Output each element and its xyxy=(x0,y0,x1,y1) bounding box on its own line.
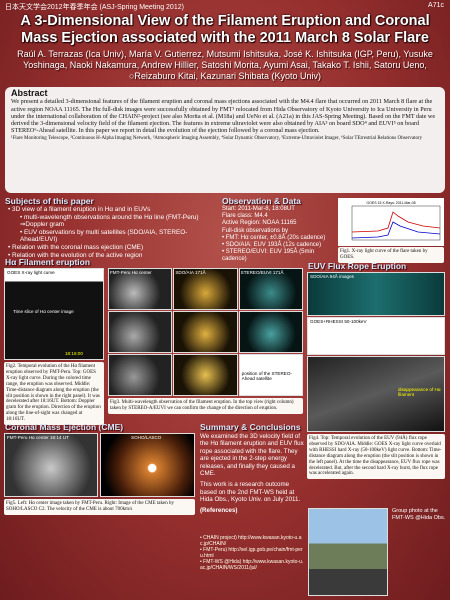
fig3-grid: FMT-Peru Hα center SDO/AIA 171Å STEREO/E… xyxy=(108,268,303,396)
panel-label: GOES+RHESSI 50-100keV xyxy=(310,319,367,324)
fig5-caption: Fig5. Left: Hα center image taken by FMT… xyxy=(4,499,195,515)
image-panel: position of the STEREO-Ahead satellite xyxy=(238,354,303,396)
image-panel: FMT-Peru Hα center xyxy=(108,268,173,310)
euv-lightcurve: GOES+RHESSI 50-100keV xyxy=(307,317,445,355)
fig2-caption: Fig2. Temporal evolution of the Hα filam… xyxy=(4,362,104,426)
panel-label: position of the STEREO-Ahead satellite xyxy=(241,371,292,381)
image-panel: STEREO/EUVI 171Å xyxy=(238,268,303,310)
fig1-caption: Fig1. X-ray light curve of the flare tak… xyxy=(338,247,444,263)
obs-line: Active Region: NOAA 11165 xyxy=(222,220,297,227)
fig2-image: GOES X-ray light curve Time slice of Hα … xyxy=(4,268,104,360)
abstract-text: We present a detailed 3-dimensional feat… xyxy=(11,98,436,135)
image-panel: SDO/AIA 171Å xyxy=(173,268,238,310)
euv-image: SDO/AIA 94Å images xyxy=(307,272,445,316)
reference: • FMT-Peru) http://sel.igp.gob.pe/chain/… xyxy=(200,547,303,559)
panel-label: STEREO/EUVI 171Å xyxy=(240,270,284,275)
panel-label: GOES X-ray light curve xyxy=(7,270,55,275)
panel-label: 18:16:00 xyxy=(65,351,83,356)
subject-item: • 3D view of a filament eruption in Hα a… xyxy=(8,206,151,213)
image-panel xyxy=(108,311,173,353)
panel-label: SOHO/LASCO xyxy=(131,435,162,440)
subjects-list: • 3D view of a filament eruption in Hα a… xyxy=(8,206,220,259)
image-panel xyxy=(238,311,303,353)
halpha-heading: Hα Filament eruption xyxy=(5,257,91,267)
cme-heading: Coronal Mass Ejection (CME) xyxy=(5,422,124,432)
xray-curve xyxy=(351,211,441,233)
photo-caption: Group photo at the FMT-WS @Hida Obs. xyxy=(392,508,446,521)
fig4-caption: Fig4. Top: Temporal evolution of the EUV… xyxy=(307,434,445,480)
authors: Raúl A. Terrazas (Ica Univ), María V. Gu… xyxy=(17,49,433,81)
reference: • FMT-WS @Hida) http://www.kwasan.kyoto-… xyxy=(200,559,304,571)
abstract-footnote: ¹Flare Monitoring Telescope, ²Continuous… xyxy=(11,135,423,141)
panel-label: SDO/AIA 94Å images xyxy=(310,274,354,279)
xray-curve xyxy=(351,221,441,239)
subjects-heading: Subjects of this paper xyxy=(5,196,94,206)
meeting-name: 日本天文学会2012年春季年会 (ASJ-Spring Meeting 2012… xyxy=(5,4,184,11)
panel-label: SDO/AIA 171Å xyxy=(175,270,206,275)
obs-line: • STEREO/EUVI: EUV 195Å (5min cadence) xyxy=(222,249,315,263)
obs-line: Start: 2011-Mar-8, 18:08UT xyxy=(222,206,295,212)
euv-timeslice: disappearance of Hα filament xyxy=(307,356,445,432)
summary-paragraph: We examined the 3D velocity field of the… xyxy=(200,433,304,478)
poster-id: A71c xyxy=(428,2,444,9)
fig3-caption: Fig3. Multi-wavelength observation of th… xyxy=(108,398,303,414)
reference: • CHAIN project) http://www.kwasan.kyoto… xyxy=(200,535,302,547)
obs-line: • SDO/AIA: EUV 193Å (12s cadence) xyxy=(222,242,322,249)
panel-label: FMT-Peru Hα center xyxy=(110,270,152,275)
plot-bg xyxy=(338,198,444,246)
cme-lasco-image: SOHO/LASCO xyxy=(100,433,195,497)
observation-heading: Observation & Data xyxy=(222,196,301,206)
cme-halpha-image: FMT-Peru Hα center 18:14 UT xyxy=(4,433,98,497)
panel-label: FMT-Peru Hα center 18:14 UT xyxy=(7,435,69,440)
image-panel xyxy=(108,354,173,396)
subject-item: • multi-wavelength observations around t… xyxy=(20,213,199,229)
summary-paragraph: This work is a research outcome based on… xyxy=(200,481,301,504)
poster-title: A 3-Dimensional View of the Filament Eru… xyxy=(20,13,430,46)
panel-label: disappearance of Hα filament xyxy=(398,387,441,397)
references: • CHAIN project) http://www.kwasan.kyoto… xyxy=(200,535,305,571)
obs-line: Flare class: M4.4 xyxy=(222,213,268,220)
subject-item: • Relation with the evolution of the act… xyxy=(8,251,143,259)
obs-line: • FMT: Hα center, ±0.8Å (20s cadence) xyxy=(222,234,326,241)
goes-plot: GOES 15 X-Rays: 2011-Mar-08 xyxy=(338,198,444,246)
references-heading: (References) xyxy=(200,506,238,514)
plot-title: GOES 15 X-Rays: 2011-Mar-08 xyxy=(366,201,415,205)
euv-heading: EUV Flux Rope Eruption xyxy=(308,261,407,271)
obs-line: Full-disk observations by xyxy=(222,227,289,234)
plot-frame xyxy=(351,205,441,241)
summary-heading: Summary & Conclusions xyxy=(200,422,301,432)
subject-item: • Relation with the coronal mass ejectio… xyxy=(8,243,144,251)
observation-list: Start: 2011-Mar-8, 18:08UT Flare class: … xyxy=(222,206,336,264)
image-panel xyxy=(173,354,238,396)
subject-item: • EUV observations by multi satellites (… xyxy=(20,228,188,244)
abstract-heading: Abstract xyxy=(11,88,48,98)
image-panel xyxy=(173,311,238,353)
abstract-box: Abstract We present a detailed 3-dimensi… xyxy=(5,87,445,193)
summary-text: We examined the 3D velocity field of the… xyxy=(200,433,304,514)
panel-label: Time slice of Hα center image xyxy=(13,309,74,314)
group-photo xyxy=(308,508,388,596)
